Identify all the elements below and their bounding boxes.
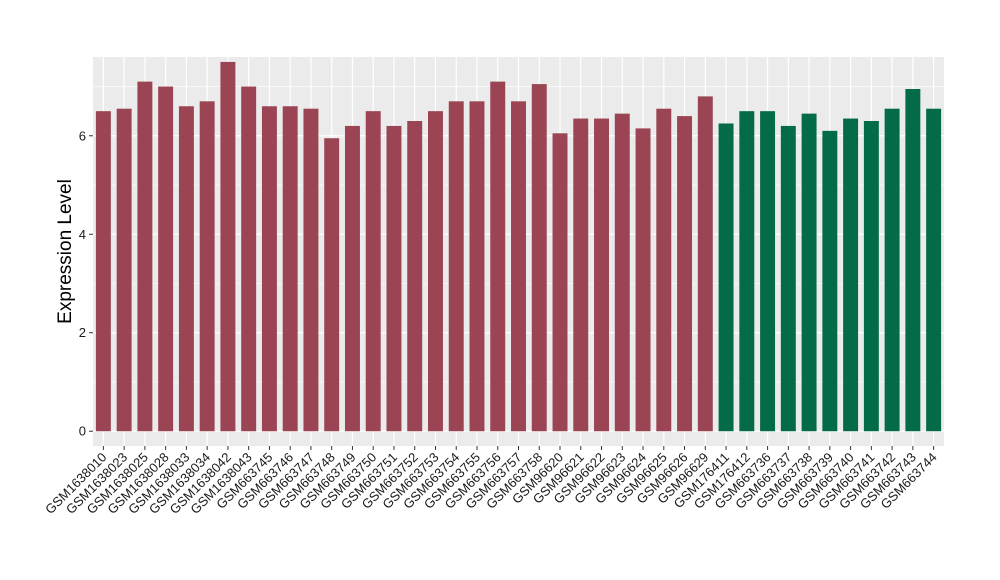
bar-GSM663741 (863, 121, 879, 432)
bar-GSM663756 (490, 81, 506, 432)
bar-GSM663737 (780, 125, 796, 432)
bar-GSM663740 (843, 118, 859, 432)
bar-GSM663739 (822, 130, 838, 432)
bar-GSM96620 (552, 133, 568, 432)
bar-GSM1638028 (158, 86, 174, 432)
y-axis: 0 2 4 6 (79, 128, 93, 439)
bar-GSM663747 (303, 108, 319, 432)
bar-GSM663738 (801, 113, 817, 432)
bar-GSM96622 (594, 118, 609, 432)
bar-GSM176412 (739, 111, 755, 432)
bar-GSM1638033 (178, 106, 194, 432)
y-tick-label: 2 (79, 325, 86, 340)
bar-GSM96629 (697, 96, 713, 432)
bar-GSM1638010 (95, 111, 111, 432)
bar-GSM663755 (469, 101, 485, 432)
y-tick-label: 6 (79, 128, 86, 143)
bar-GSM1638023 (116, 108, 132, 432)
bar-GSM176411 (718, 123, 734, 432)
bar-GSM96625 (656, 108, 672, 432)
y-tick-label: 4 (79, 227, 86, 242)
bar-GSM663746 (282, 106, 298, 432)
bar-GSM1638025 (137, 81, 153, 432)
bar-GSM663736 (760, 111, 776, 432)
bar-GSM96624 (635, 128, 651, 432)
bar-GSM663751 (386, 125, 402, 432)
bar-GSM663757 (511, 101, 526, 432)
x-axis: GSM1638010GSM1638023GSM1638025GSM1638028… (42, 446, 940, 517)
bar-GSM663748 (324, 138, 340, 432)
bar-GSM1638042 (220, 61, 236, 432)
y-tick-label: 0 (79, 424, 86, 439)
bar-GSM96623 (614, 113, 630, 432)
bar-GSM663753 (428, 111, 443, 432)
bar-GSM96626 (677, 116, 693, 432)
bars (95, 61, 942, 432)
bar-GSM663745 (261, 106, 277, 432)
bar-GSM663743 (905, 89, 921, 432)
bar-GSM663750 (365, 111, 381, 432)
bar-GSM96621 (573, 118, 589, 432)
bar-GSM663742 (884, 108, 900, 432)
bar-GSM663758 (531, 84, 547, 432)
y-axis-title: Expression Level (55, 179, 76, 324)
bar-GSM663754 (448, 101, 464, 432)
bar-GSM663749 (344, 125, 360, 432)
bar-GSM1638034 (199, 101, 215, 432)
bar-GSM663752 (407, 121, 423, 432)
bar-GSM1638043 (241, 86, 257, 432)
bar-GSM663744 (926, 108, 942, 432)
